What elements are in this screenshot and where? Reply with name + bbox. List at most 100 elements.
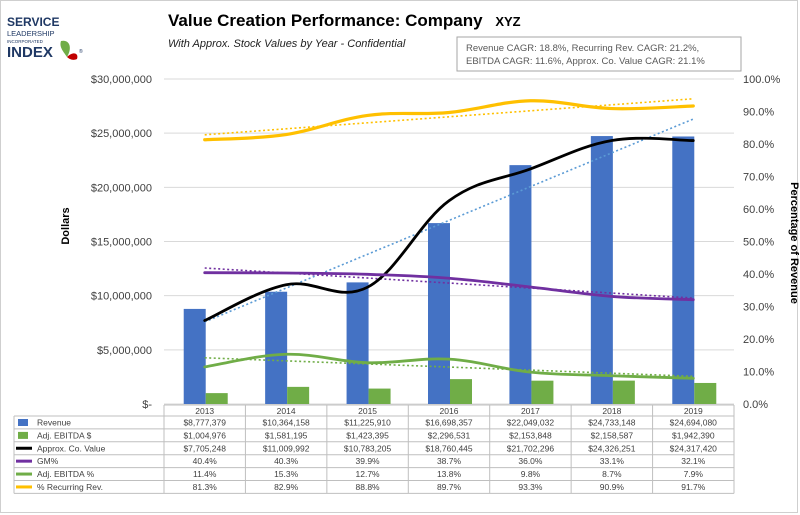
y-axis: $- $5,000,000 $10,000,000 $15,000,000 $20,00…	[91, 74, 153, 411]
y2-tick-label: 70.0%	[743, 172, 774, 184]
data-label-ebitda_pct: 11.4%	[193, 469, 217, 479]
data-label-recurring: 81.3%	[193, 482, 218, 492]
bar-ebitda-2015	[368, 388, 391, 404]
data-label-gm: 39.9%	[356, 456, 381, 466]
legend-label-ebitda_pct: Adj. EBITDA %	[37, 469, 95, 479]
bar-series	[183, 136, 717, 404]
data-label-ebitda: $2,158,587	[591, 430, 634, 440]
bar-revenue-2013	[183, 308, 206, 404]
bar-revenue-2019	[672, 136, 695, 404]
legend-label-value: Approx. Co. Value	[37, 443, 106, 453]
cagr-box-frame	[456, 36, 742, 72]
bar-ebitda-2018	[612, 380, 635, 404]
line-series	[203, 99, 695, 380]
data-label-ebitda_pct: 7.9%	[684, 469, 704, 479]
data-label-ebitda: $1,581,195	[265, 430, 308, 440]
data-label-revenue: $24,694,080	[670, 418, 718, 428]
data-label-recurring: 88.8%	[356, 482, 381, 492]
cagr-line-2: EBITDA CAGR: 11.6%, Approx. Co. Value CA…	[466, 56, 705, 67]
logo-mark: ®	[79, 48, 83, 55]
data-label-ebitda_pct: 8.7%	[602, 469, 622, 479]
data-label-value: $10,783,205	[344, 443, 392, 453]
y2-tick-label: 100.0%	[743, 74, 781, 86]
data-label-value: $21,702,296	[507, 443, 555, 453]
line-gm	[203, 271, 695, 302]
data-label-gm: 40.3%	[274, 456, 299, 466]
bar-revenue-2014	[265, 291, 288, 404]
y2-tick-label: 40.0%	[743, 269, 774, 281]
legend-label-revenue: Revenue	[37, 418, 71, 428]
data-label-revenue: $16,698,357	[425, 418, 473, 428]
data-label-value: $7,705,248	[183, 443, 226, 453]
data-label-ebitda: $1,942,390	[672, 430, 715, 440]
y2-tick-label: 50.0%	[743, 237, 774, 249]
data-label-ebitda_pct: 12.7%	[356, 469, 381, 479]
data-label-ebitda_pct: 9.8%	[521, 469, 541, 479]
data-label-value: $24,317,420	[670, 443, 718, 453]
y2-tick-label: 20.0%	[743, 334, 774, 346]
y2-tick-label: 60.0%	[743, 204, 774, 216]
data-label-gm: 32.1%	[681, 456, 706, 466]
legend-label-gm: GM%	[37, 456, 59, 466]
legend-swatch-ebitda	[18, 431, 28, 439]
data-label-gm: 38.7%	[437, 456, 462, 466]
y-tick-label: $30,000,000	[91, 74, 152, 86]
legend-label-recurring: % Recurring Rev.	[37, 482, 103, 492]
cagr-line-1: Revenue CAGR: 18.8%, Recurring Rev. CAGR…	[466, 43, 699, 54]
chart-title-main: Value Creation Performance: Company	[168, 11, 483, 30]
line-ebitda_pct	[203, 352, 695, 380]
y2-tick-label: 80.0%	[743, 139, 774, 151]
chart-title: Value Creation Performance: Company XYZ	[168, 11, 521, 30]
data-label-ebitda_pct: 15.3%	[274, 469, 299, 479]
data-label-gm: 33.1%	[600, 456, 625, 466]
data-label-recurring: 90.9%	[600, 482, 625, 492]
data-label-gm: 36.0%	[518, 456, 543, 466]
data-label-ebitda: $1,423,395	[346, 430, 389, 440]
y-axis-title: Dollars	[60, 207, 72, 244]
line-recurring	[203, 99, 695, 142]
legend-label-ebitda: Adj. EBITDA $	[37, 430, 92, 440]
y-tick-label: $15,000,000	[91, 237, 152, 249]
legend-swatch-revenue	[18, 419, 28, 426]
data-label-recurring: 89.7%	[437, 482, 462, 492]
logo-line-4: INDEX	[7, 44, 53, 61]
y2-tick-label: 30.0%	[743, 302, 774, 314]
y2-axis: 0.0% 10.0% 20.0% 30.0% 40.0% 50.0% 60.0% 70.0% 8…	[743, 74, 781, 411]
chart-title-suffix: XYZ	[495, 14, 520, 29]
data-label-recurring: 91.7%	[681, 482, 706, 492]
bar-ebitda-2016	[450, 379, 472, 404]
x-tick-label: 2015	[358, 406, 377, 416]
y2-axis-title: Percentage of Revenue	[788, 182, 799, 304]
y2-tick-label: 10.0%	[743, 367, 774, 379]
y-tick-label: $5,000,000	[97, 345, 152, 357]
data-label-ebitda: $2,153,848	[509, 430, 552, 440]
x-tick-label: 2014	[277, 406, 296, 416]
bar-ebitda-2019	[694, 382, 717, 404]
data-label-value: $18,760,445	[425, 443, 473, 453]
cagr-box: Revenue CAGR: 18.8%, Recurring Rev. CAGR…	[456, 36, 742, 72]
bar-revenue-2016	[428, 223, 450, 404]
bar-revenue-2015	[346, 282, 369, 404]
x-tick-label: 2019	[684, 406, 703, 416]
logo-line-3: INCORPORATED	[7, 39, 44, 44]
x-tick-label: 2017	[521, 406, 540, 416]
logo-leaf-icon	[60, 40, 78, 60]
x-tick-label: 2018	[602, 406, 621, 416]
data-label-recurring: 82.9%	[274, 482, 299, 492]
data-label-revenue: $22,049,032	[507, 418, 555, 428]
data-label-revenue: $24,733,148	[588, 418, 636, 428]
data-label-recurring: 93.3%	[518, 482, 543, 492]
x-tick-label: 2016	[440, 406, 459, 416]
logo-line-2: LEADERSHIP	[7, 29, 55, 38]
bar-ebitda-2017	[531, 380, 554, 404]
y-tick-label: $25,000,000	[91, 128, 152, 140]
bar-ebitda-2014	[287, 386, 310, 404]
bar-revenue-2018	[590, 136, 613, 404]
data-table: 2013 2014 2015 2016 2017 2018 2019 Revenue $8,77…	[13, 404, 735, 494]
chart-subtitle: With Approx. Stock Values by Year - Conf…	[168, 38, 406, 50]
data-label-revenue: $10,364,158	[263, 418, 311, 428]
y-tick-label: $20,000,000	[91, 182, 152, 194]
data-label-gm: 40.4%	[193, 456, 218, 466]
